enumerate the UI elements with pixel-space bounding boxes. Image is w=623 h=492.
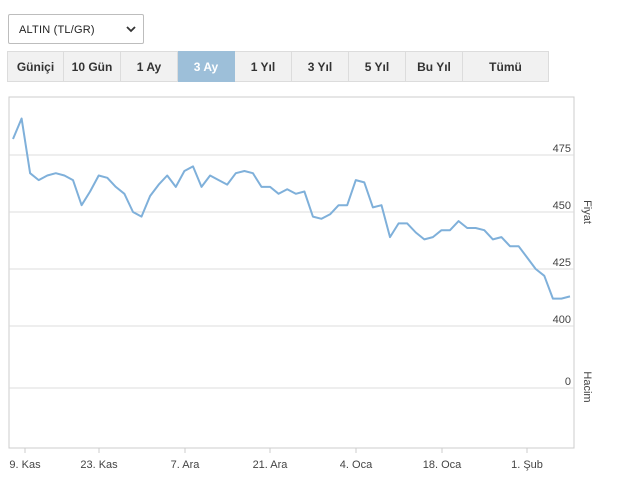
- x-tick-label: 23. Kas: [80, 459, 118, 471]
- price-tick-label: 425: [553, 257, 571, 269]
- x-tick-label: 21. Ara: [253, 459, 289, 471]
- tab-3-ay[interactable]: 3 Ay: [178, 51, 235, 82]
- tab-1-ay[interactable]: 1 Ay: [121, 51, 178, 82]
- price-tick-label: 400: [553, 314, 571, 326]
- price-axis-label: Fiyat: [581, 200, 593, 224]
- tab-gunici[interactable]: Güniçi: [7, 51, 64, 82]
- tab-1-yil[interactable]: 1 Yıl: [235, 51, 292, 82]
- instrument-select[interactable]: ALTIN (TL/GR): [8, 14, 144, 44]
- price-tick-label: 475: [553, 143, 571, 155]
- tab-bu-yil[interactable]: Bu Yıl: [406, 51, 463, 82]
- tab-tumu[interactable]: Tümü: [463, 51, 549, 82]
- volume-axis-label: Hacim: [581, 371, 593, 402]
- x-tick-label: 7. Ara: [171, 459, 201, 471]
- x-tick-label: 1. Şub: [511, 459, 543, 471]
- price-series-line: [12, 117, 571, 300]
- chevron-down-icon: [126, 26, 136, 33]
- price-tick-label: 450: [553, 200, 571, 212]
- x-tick-label: 9. Kas: [9, 459, 41, 471]
- x-tick-label: 18. Oca: [423, 459, 462, 471]
- tab-10-gun[interactable]: 10 Gün: [64, 51, 121, 82]
- x-tick-label: 4. Oca: [340, 459, 373, 471]
- plot-frame: [8, 96, 575, 449]
- instrument-select-value: ALTIN (TL/GR): [19, 24, 95, 36]
- volume-tick-label: 0: [565, 376, 571, 388]
- period-tabs: Güniçi 10 Gün 1 Ay 3 Ay 1 Yıl 3 Yıl 5 Yı…: [7, 51, 549, 82]
- tab-3-yil[interactable]: 3 Yıl: [292, 51, 349, 82]
- tab-5-yil[interactable]: 5 Yıl: [349, 51, 406, 82]
